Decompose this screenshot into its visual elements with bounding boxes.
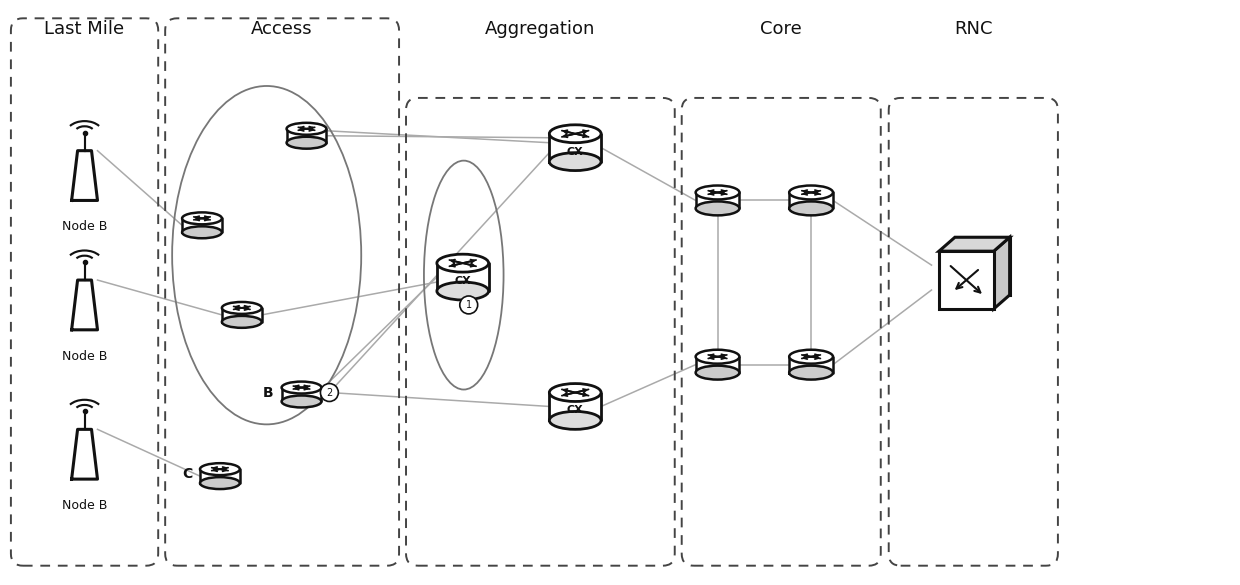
Polygon shape xyxy=(549,134,601,161)
Circle shape xyxy=(320,384,339,401)
Text: C: C xyxy=(182,467,192,481)
Polygon shape xyxy=(72,429,98,479)
Polygon shape xyxy=(222,308,262,322)
Polygon shape xyxy=(281,387,321,401)
Text: Access: Access xyxy=(250,20,312,38)
Ellipse shape xyxy=(182,212,222,224)
Ellipse shape xyxy=(436,282,489,300)
Polygon shape xyxy=(789,357,833,373)
Text: Aggregation: Aggregation xyxy=(485,20,595,38)
Text: 2: 2 xyxy=(326,387,332,398)
Text: Node B: Node B xyxy=(62,221,107,233)
Polygon shape xyxy=(72,151,98,201)
Ellipse shape xyxy=(281,395,321,407)
Ellipse shape xyxy=(696,350,739,364)
Ellipse shape xyxy=(549,125,601,143)
Ellipse shape xyxy=(281,381,321,394)
Polygon shape xyxy=(939,251,993,309)
Text: CX: CX xyxy=(567,147,584,157)
Polygon shape xyxy=(286,129,326,143)
Ellipse shape xyxy=(222,302,262,314)
Polygon shape xyxy=(182,218,222,232)
Text: Node B: Node B xyxy=(62,350,107,363)
Polygon shape xyxy=(939,238,1009,251)
Ellipse shape xyxy=(549,384,601,401)
Ellipse shape xyxy=(286,137,326,149)
Text: Node B: Node B xyxy=(62,499,107,512)
Polygon shape xyxy=(549,393,601,421)
Ellipse shape xyxy=(182,226,222,238)
Ellipse shape xyxy=(696,366,739,380)
Ellipse shape xyxy=(436,254,489,272)
Ellipse shape xyxy=(549,411,601,429)
Text: B: B xyxy=(263,386,274,400)
Text: Last Mile: Last Mile xyxy=(45,20,124,38)
Ellipse shape xyxy=(696,201,739,215)
Text: CX: CX xyxy=(567,405,584,415)
Polygon shape xyxy=(993,238,1009,309)
Ellipse shape xyxy=(789,185,833,199)
Ellipse shape xyxy=(549,153,601,171)
Ellipse shape xyxy=(200,463,239,475)
Text: CX: CX xyxy=(454,276,471,286)
Polygon shape xyxy=(200,469,239,483)
Polygon shape xyxy=(696,357,739,373)
Polygon shape xyxy=(696,192,739,208)
Ellipse shape xyxy=(789,350,833,364)
Polygon shape xyxy=(955,238,1009,295)
Polygon shape xyxy=(789,192,833,208)
Ellipse shape xyxy=(696,185,739,199)
Ellipse shape xyxy=(789,201,833,215)
Polygon shape xyxy=(436,263,489,291)
Text: Core: Core xyxy=(760,20,802,38)
Ellipse shape xyxy=(286,123,326,135)
Circle shape xyxy=(460,296,477,314)
Text: RNC: RNC xyxy=(954,20,992,38)
Ellipse shape xyxy=(200,477,239,489)
Ellipse shape xyxy=(222,316,262,328)
Polygon shape xyxy=(72,280,98,330)
Ellipse shape xyxy=(789,366,833,380)
Text: 1: 1 xyxy=(466,300,471,310)
